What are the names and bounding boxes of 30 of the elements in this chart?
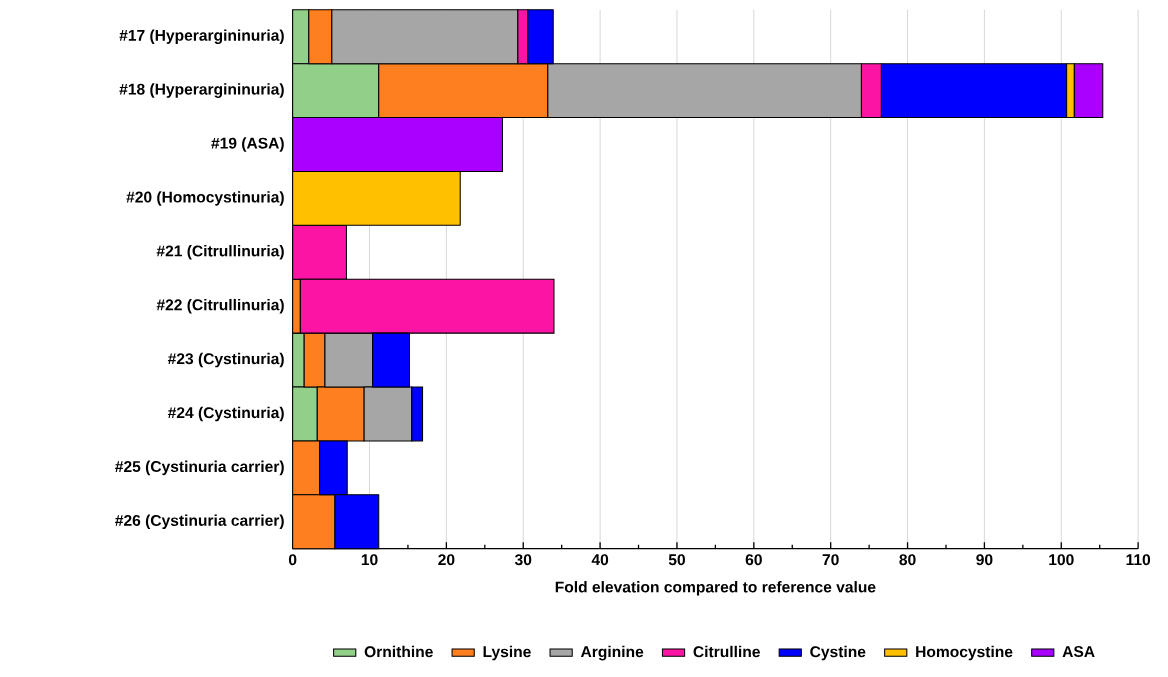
legend-label: Lysine — [483, 645, 531, 661]
x-tick-label: 10 — [361, 554, 378, 566]
x-tick-label: 0 — [288, 554, 297, 566]
y-tick-label: #21 (Citrullinuria) — [156, 244, 284, 260]
legend-label: Cystine — [810, 645, 866, 661]
x-tick-label: 20 — [438, 554, 455, 566]
x-tick-label: 70 — [822, 554, 839, 566]
x-tick-label: 60 — [745, 554, 762, 566]
y-tick-label: #17 (Hyperargininuria) — [119, 29, 284, 44]
legend-label: Ornithine — [364, 645, 433, 658]
legend-label: Homocystine — [916, 645, 1013, 661]
y-tick-label: #23 (Cystinuria) — [167, 352, 284, 368]
y-tick-label: #25 (Cystinuria carrier) — [115, 460, 284, 475]
x-tick-label: 110 — [1126, 554, 1151, 566]
legend-label: ASA — [1062, 645, 1095, 657]
x-tick-label: 50 — [668, 554, 685, 566]
x-tick-label: 30 — [514, 554, 532, 566]
x-tick-label: 40 — [591, 554, 609, 566]
x-tick-label: 80 — [899, 554, 916, 566]
y-tick-label: #19 (ASA) — [211, 137, 284, 152]
legend-label: Citrulline — [693, 645, 760, 658]
x-tick-label: 100 — [1049, 554, 1074, 566]
y-tick-label: #26 (Cystinuria carrier) — [115, 514, 284, 529]
y-tick-label: #18 (Hyperargininuria) — [119, 83, 284, 98]
legend-label: Arginine — [580, 645, 644, 661]
x-tick-label: 90 — [976, 554, 993, 566]
x-axis-title: Fold elevation compared to reference value — [555, 580, 876, 596]
y-tick-label: #24 (Cystinuria) — [167, 406, 284, 422]
y-tick-label: #22 (Citrullinuria) — [156, 298, 284, 314]
y-tick-label: #20 (Homocystinuria) — [126, 190, 284, 206]
